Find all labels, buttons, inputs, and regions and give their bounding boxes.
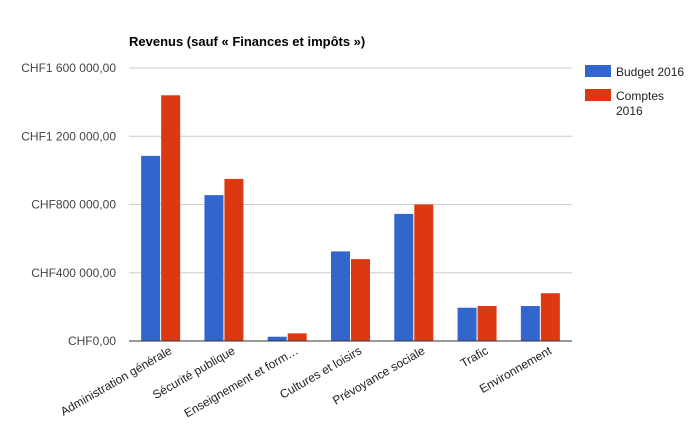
x-category-label: Environnement xyxy=(477,343,554,396)
y-tick-label: CHF400 000,00 xyxy=(31,266,116,280)
y-tick-label: CHF0,00 xyxy=(68,334,116,348)
bar-comptes[interactable] xyxy=(224,178,244,341)
bar-budget[interactable] xyxy=(141,155,161,341)
bar-comptes[interactable] xyxy=(161,95,181,341)
bars xyxy=(141,95,560,341)
legend-label: Budget 2016 xyxy=(616,65,684,79)
bar-budget[interactable] xyxy=(204,195,224,341)
y-tick-label: CHF1 600 000,00 xyxy=(21,61,116,75)
bar-budget[interactable] xyxy=(331,251,350,341)
bar-budget[interactable] xyxy=(457,307,477,341)
bar-budget[interactable] xyxy=(520,306,540,341)
legend-label: 2016 xyxy=(616,104,643,118)
legend-label: Comptes xyxy=(616,89,664,103)
gridlines xyxy=(129,67,572,274)
bar-comptes[interactable] xyxy=(540,293,560,341)
bar-budget[interactable] xyxy=(394,213,414,341)
bar-comptes[interactable] xyxy=(477,306,497,341)
x-category-label: Administration générale xyxy=(58,343,174,418)
legend-swatch xyxy=(585,65,611,77)
x-category-label: Trafic xyxy=(458,343,491,370)
bar-comptes[interactable] xyxy=(351,259,370,341)
legend-swatch xyxy=(585,89,611,101)
chart-title: Revenus (sauf « Finances et impôts ») xyxy=(129,34,365,49)
bar-comptes[interactable] xyxy=(287,333,307,341)
bar-budget[interactable] xyxy=(267,336,287,341)
bar-comptes[interactable] xyxy=(414,204,434,342)
y-tick-label: CHF1 200 000,00 xyxy=(21,129,116,143)
x-category-label: Enseignement et form… xyxy=(182,343,301,420)
y-tick-label: CHF800 000,00 xyxy=(31,198,116,212)
y-axis-ticks: CHF0,00 CHF400 000,00 CHF800 000,00 CHF1 20… xyxy=(21,61,116,348)
